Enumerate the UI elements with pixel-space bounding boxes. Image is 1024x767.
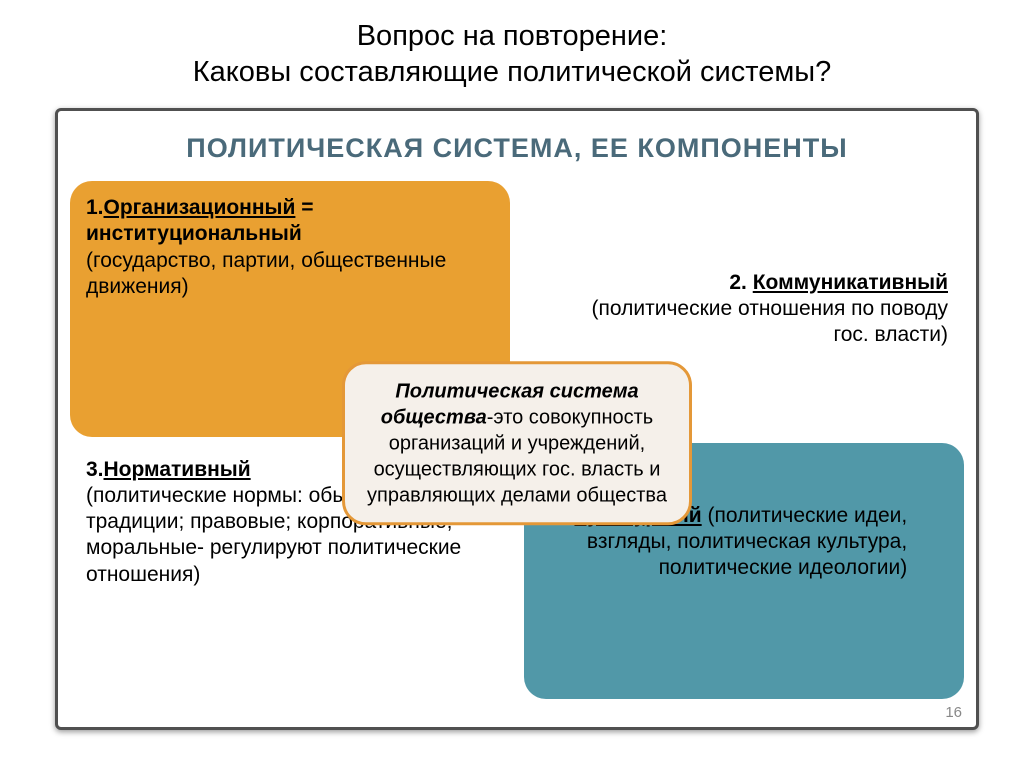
q1-number: 1. <box>86 196 104 219</box>
slide-title-line2: Каковы составляющие политической системы… <box>193 56 832 88</box>
q1-desc: (государство, партии, общественные движе… <box>86 249 446 298</box>
frame-title: ПОЛИТИЧЕСКАЯ СИСТЕМА, ЕЕ КОМПОНЕНТЫ <box>58 111 976 174</box>
diagram-frame: ПОЛИТИЧЕСКАЯ СИСТЕМА, ЕЕ КОМПОНЕНТЫ 1.Ор… <box>55 108 979 730</box>
center-definition-box: Политическая система общества-это совоку… <box>342 361 692 525</box>
slide-title: Вопрос на повторение: Каковы составляющи… <box>0 0 1024 101</box>
q2-number: 2. <box>729 271 752 294</box>
slide-title-line1: Вопрос на повторение: <box>357 20 668 52</box>
q2-desc: (политические отношения по поводу гос. в… <box>592 297 948 346</box>
q3-number: 3. <box>86 458 104 481</box>
q2-key: Коммуникативный <box>753 271 948 294</box>
q1-key: Организационный <box>104 196 296 219</box>
page-number: 16 <box>945 704 962 721</box>
q3-key: Нормативный <box>104 458 251 481</box>
quadrants-container: 1.Организационный = институциональный (г… <box>70 181 964 699</box>
